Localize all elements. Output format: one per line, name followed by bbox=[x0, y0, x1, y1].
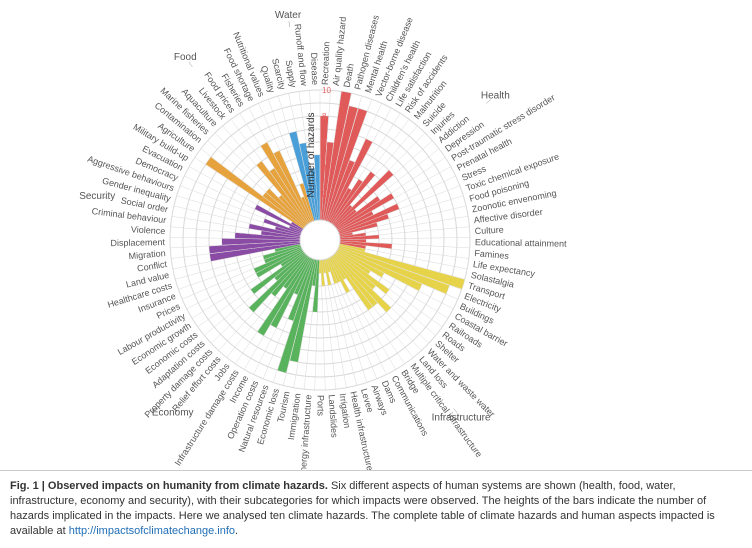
tick-label: 6 bbox=[322, 138, 327, 147]
y-axis-title: Number of hazards bbox=[306, 112, 317, 197]
item-label: Ports bbox=[316, 395, 326, 417]
tick-label: 2 bbox=[322, 190, 327, 199]
caption-trailing: . bbox=[235, 525, 238, 537]
category-label: Economy bbox=[152, 407, 194, 418]
item-label: Disease bbox=[309, 52, 320, 85]
figure-label: Fig. 1 | Observed impacts on humanity fr… bbox=[10, 480, 328, 492]
category-label: Food bbox=[174, 52, 197, 63]
caption-link[interactable]: http://impactsofclimatechange.info bbox=[69, 525, 235, 537]
category-label: Infrastructure bbox=[432, 412, 491, 423]
category-label: Water bbox=[275, 10, 302, 21]
category-label: Health bbox=[481, 90, 510, 101]
item-label: Culture bbox=[474, 225, 504, 237]
item-label: Recreation bbox=[320, 41, 332, 85]
item-label: Multiple critical infrastructure bbox=[408, 361, 484, 459]
figure-caption: Fig. 1 | Observed impacts on humanity fr… bbox=[0, 470, 752, 548]
item-label: Displacement bbox=[110, 237, 165, 248]
tick-label: 8 bbox=[322, 112, 327, 121]
item-label: Post-traumatic stress disorder bbox=[449, 92, 556, 163]
category-label: Security bbox=[79, 191, 115, 202]
tick-label: 10 bbox=[322, 86, 331, 95]
item-label: Violence bbox=[131, 224, 166, 236]
item-label: Landslides bbox=[327, 394, 340, 438]
radial-bar-chart: RecreationAir quality hazardDeathPathoge… bbox=[0, 0, 752, 470]
tick-label: 4 bbox=[322, 164, 327, 173]
radial-chart-container: RecreationAir quality hazardDeathPathoge… bbox=[0, 0, 752, 470]
item-label: Educational attainment bbox=[475, 237, 567, 249]
